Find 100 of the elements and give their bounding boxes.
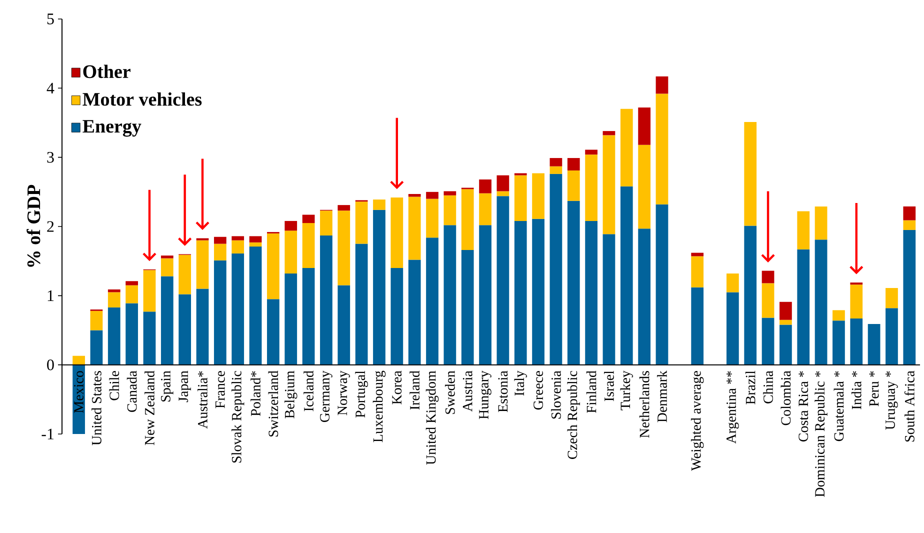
x-tick-label: Spain bbox=[161, 370, 174, 402]
bar bbox=[514, 175, 527, 221]
bar bbox=[90, 330, 103, 365]
bar bbox=[196, 240, 209, 289]
x-tick-label: Japan bbox=[178, 370, 191, 402]
x-tick-label: Slovak Republic bbox=[231, 370, 244, 463]
bar bbox=[762, 318, 774, 365]
x-tick-label: Mexico bbox=[74, 371, 84, 413]
bar bbox=[744, 122, 757, 226]
bar bbox=[656, 76, 668, 94]
bar bbox=[461, 250, 474, 365]
x-tick-label: Slovenia bbox=[551, 370, 561, 419]
x-tick-label: Portugal bbox=[355, 370, 368, 418]
bar bbox=[390, 197, 404, 268]
bar bbox=[479, 193, 492, 226]
bar bbox=[338, 205, 350, 211]
bar bbox=[249, 242, 262, 247]
x-tick-label: Korea bbox=[392, 370, 402, 404]
bar bbox=[160, 276, 174, 365]
bar bbox=[850, 318, 863, 365]
bar bbox=[585, 154, 598, 221]
bar bbox=[444, 195, 456, 226]
bar bbox=[267, 299, 280, 365]
x-tick-label: Poland* bbox=[250, 371, 260, 416]
bar bbox=[602, 234, 616, 365]
bar bbox=[602, 135, 616, 234]
x-tick-label: United Kingdom bbox=[426, 370, 439, 465]
bar bbox=[143, 270, 156, 312]
bar bbox=[496, 191, 510, 196]
x-tick-label: New Zealand bbox=[144, 370, 154, 446]
bar bbox=[214, 244, 226, 260]
bar bbox=[196, 288, 209, 365]
y-tick-label: 4 bbox=[46, 82, 54, 94]
x-tick-label: Costa Rica * bbox=[798, 371, 808, 442]
bar bbox=[302, 214, 315, 224]
x-tick-label: Turkey bbox=[620, 370, 634, 410]
x-tick-label: Guatemala * bbox=[834, 371, 844, 442]
bar bbox=[585, 150, 598, 155]
x-tick-label: Austria bbox=[462, 370, 472, 412]
bar bbox=[868, 324, 880, 365]
x-tick-label: Germany bbox=[320, 370, 332, 422]
x-tick-label: Belgium bbox=[284, 370, 298, 418]
x-tick-label: Netherlands bbox=[639, 371, 650, 438]
bar bbox=[638, 228, 651, 365]
bar bbox=[656, 204, 668, 365]
bar bbox=[232, 253, 244, 365]
x-tick-label: Czech Republic bbox=[567, 370, 580, 459]
y-tick-label: 2 bbox=[47, 221, 54, 232]
bar bbox=[284, 230, 298, 274]
bar bbox=[780, 324, 792, 365]
bar bbox=[408, 196, 421, 260]
y-axis-title: % of GDP bbox=[26, 184, 40, 267]
x-tick-label: India * bbox=[851, 371, 862, 410]
x-tick-label: Hungary bbox=[479, 370, 492, 420]
bar bbox=[496, 196, 510, 365]
bar bbox=[797, 211, 810, 250]
bar bbox=[814, 240, 828, 365]
bar bbox=[744, 226, 757, 365]
x-tick-label: Canada bbox=[126, 370, 137, 412]
x-tick-label: United States bbox=[92, 371, 102, 446]
bar bbox=[780, 320, 792, 325]
bar bbox=[762, 270, 774, 284]
y-tick-label: 3 bbox=[47, 152, 54, 163]
bar bbox=[143, 312, 156, 365]
bar bbox=[797, 249, 810, 365]
x-tick-label: Greece bbox=[534, 371, 543, 410]
bar bbox=[620, 186, 633, 365]
x-tick-label: Dominican Republic * bbox=[814, 371, 828, 497]
bar bbox=[550, 166, 562, 174]
legend-label: Other bbox=[83, 64, 130, 78]
bar bbox=[550, 158, 562, 166]
x-tick-label: Argentina ** bbox=[726, 371, 739, 444]
bar bbox=[479, 179, 492, 194]
bar bbox=[126, 285, 138, 304]
x-tick-label: Australia* bbox=[198, 371, 208, 429]
bar bbox=[160, 258, 174, 276]
bar bbox=[886, 308, 898, 365]
y-tick-label: -1 bbox=[42, 428, 54, 440]
bar bbox=[762, 283, 774, 318]
bar bbox=[90, 310, 103, 330]
bar bbox=[886, 288, 898, 308]
bar bbox=[903, 206, 916, 220]
bar bbox=[780, 302, 792, 320]
bar bbox=[267, 233, 280, 300]
bar bbox=[726, 292, 739, 365]
bar bbox=[178, 294, 192, 365]
bar bbox=[444, 191, 456, 196]
x-tick-label: Uruguay * bbox=[886, 371, 898, 430]
bar bbox=[108, 307, 120, 365]
bar bbox=[656, 94, 668, 204]
x-tick-label: Finland bbox=[586, 370, 596, 413]
bar bbox=[373, 210, 386, 365]
bar bbox=[408, 194, 421, 197]
bar bbox=[620, 108, 633, 186]
bar bbox=[638, 108, 651, 145]
bar bbox=[585, 220, 598, 365]
bar bbox=[373, 200, 386, 210]
bar bbox=[426, 198, 438, 238]
y-tick-label: 0 bbox=[47, 359, 54, 370]
bar bbox=[249, 236, 262, 242]
